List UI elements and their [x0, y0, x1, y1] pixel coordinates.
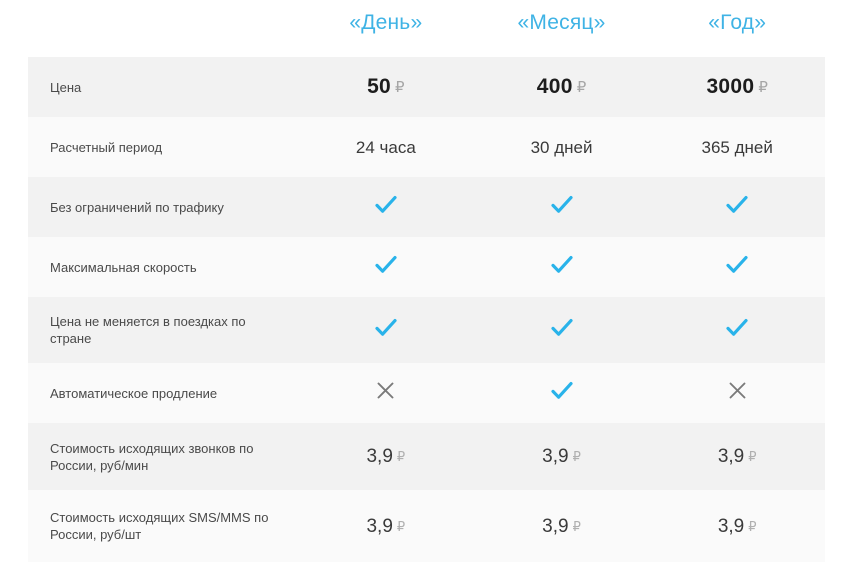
column-header-year: «Год»	[708, 11, 767, 34]
check-cell-month	[474, 318, 650, 343]
rate-amount: 3,9	[542, 515, 569, 537]
table-row: Стоимость исходящих SMS/MMS по России, р…	[28, 490, 825, 562]
check-cell-month	[474, 381, 650, 406]
rate-cell-day: 3,9 ₽	[298, 445, 474, 468]
price-amount: 400	[536, 74, 573, 98]
currency-symbol: ₽	[748, 518, 757, 534]
check-icon	[726, 195, 748, 215]
text-cell-day: 24 часа	[298, 136, 474, 159]
rate-cell-year: 3,9 ₽	[649, 445, 825, 468]
check-icon	[550, 255, 573, 275]
table-row: Максимальная скорость	[28, 237, 825, 297]
check-icon	[375, 318, 397, 338]
currency-symbol: ₽	[396, 518, 406, 534]
rate-amount: 3,9	[717, 446, 745, 467]
check-cell-year	[649, 318, 825, 343]
rate-cell-month: 3,9 ₽	[474, 515, 650, 538]
check-cell-month	[474, 255, 650, 280]
row-label: Без ограничений по трафику	[50, 199, 224, 215]
rate-amount: 3,9	[366, 446, 393, 467]
row-label: Цена не меняется в поездках по стране	[50, 314, 246, 346]
check-icon	[375, 255, 397, 275]
currency-symbol: ₽	[396, 449, 406, 464]
cell-text: 24 часа	[355, 137, 416, 157]
price-cell-month: 400 ₽	[474, 74, 650, 99]
currency-symbol: ₽	[758, 78, 768, 96]
table-body: Цена 50 ₽400 ₽3000 ₽ Расчетный период 24 часа 3…	[28, 57, 825, 562]
rate-amount: 3,9	[542, 446, 569, 467]
cell-text: 30 дней	[530, 137, 593, 157]
check-cell-year	[649, 195, 825, 220]
check-icon	[726, 318, 748, 338]
cross-icon	[728, 381, 747, 400]
table-row: Цена не меняется в поездках по стране	[28, 297, 825, 363]
header-label-spacer	[28, 0, 298, 46]
price-cell-year: 3000 ₽	[649, 74, 825, 99]
price-cell-day: 50 ₽	[298, 74, 474, 99]
currency-symbol: ₽	[572, 449, 581, 464]
check-cell-year	[649, 255, 825, 280]
check-cell-day	[298, 255, 474, 280]
table-row: Цена 50 ₽400 ₽3000 ₽	[28, 57, 825, 117]
check-icon	[375, 195, 397, 215]
currency-symbol: ₽	[748, 449, 757, 464]
text-cell-month: 30 дней	[474, 136, 650, 159]
check-cell-day	[298, 318, 474, 343]
cross-cell-year	[649, 381, 825, 405]
table-row: Автоматическое продление	[28, 363, 825, 423]
cross-cell-day	[298, 381, 474, 405]
currency-symbol: ₽	[576, 78, 587, 96]
table-row: Расчетный период 24 часа 30 дней 365 дней	[28, 117, 825, 177]
rate-cell-year: 3,9 ₽	[649, 515, 825, 538]
cell-text: 365 дней	[701, 137, 773, 157]
row-label: Стоимость исходящих звонков по России, р…	[50, 440, 254, 473]
table-row: Стоимость исходящих звонков по России, р…	[28, 423, 825, 490]
column-header-day: «День»	[349, 11, 423, 34]
currency-symbol: ₽	[572, 518, 581, 534]
check-icon	[550, 318, 573, 338]
currency-symbol: ₽	[395, 78, 405, 96]
rate-amount: 3,9	[366, 515, 393, 537]
check-cell-day	[298, 195, 474, 220]
rate-cell-day: 3,9 ₽	[298, 515, 474, 538]
rate-amount: 3,9	[717, 515, 745, 537]
check-icon	[550, 195, 573, 215]
column-header-month: «Месяц»	[517, 11, 606, 34]
price-amount: 50	[367, 74, 392, 98]
cross-icon	[376, 381, 395, 400]
row-label: Цена	[50, 79, 82, 95]
row-label: Автоматическое продление	[50, 385, 218, 401]
table-header-row: «День» «Месяц» «Год»	[28, 0, 825, 46]
row-label: Максимальная скорость	[50, 259, 197, 275]
price-amount: 3000	[706, 74, 755, 98]
check-icon	[550, 381, 573, 401]
text-cell-year: 365 дней	[649, 136, 825, 159]
check-icon	[726, 255, 748, 275]
rate-cell-month: 3,9 ₽	[474, 445, 650, 468]
table-row: Без ограничений по трафику	[28, 177, 825, 237]
row-label: Стоимость исходящих SMS/MMS по России, р…	[50, 510, 269, 542]
row-label: Расчетный период	[50, 139, 163, 155]
check-cell-month	[474, 195, 650, 220]
